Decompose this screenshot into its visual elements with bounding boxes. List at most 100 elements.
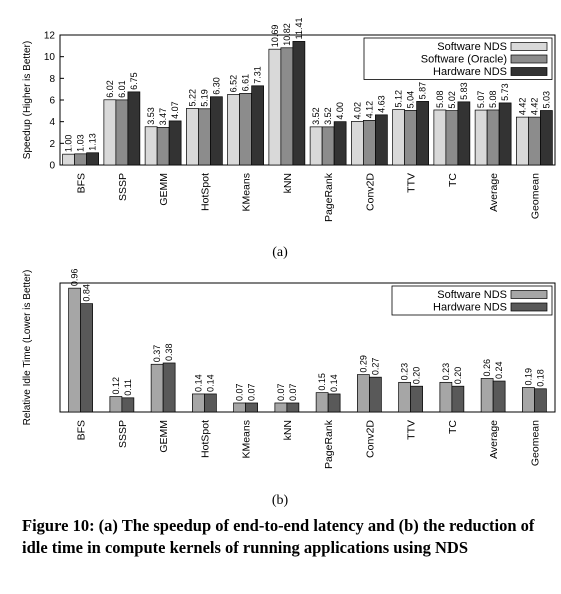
x-tick-label: TTV <box>406 173 418 193</box>
bar <box>74 153 87 166</box>
legend-swatch <box>510 67 548 76</box>
data-label: 0.23 <box>400 363 410 381</box>
data-label: 0.18 <box>535 369 545 387</box>
y-axis-label: Speedup (Higher is Better) <box>22 41 33 159</box>
data-label: 5.07 <box>476 91 486 109</box>
bar <box>433 109 447 166</box>
bar <box>351 121 364 166</box>
data-label: 4.12 <box>364 101 374 119</box>
bar <box>486 109 500 166</box>
x-tick-label: SSSP <box>117 420 129 448</box>
data-label: 5.83 <box>459 82 469 100</box>
data-label: 4.42 <box>517 98 527 116</box>
bar <box>451 385 465 413</box>
bar <box>363 120 376 166</box>
bar <box>309 126 323 166</box>
x-tick-label: SSSP <box>117 173 129 201</box>
x-tick-label: Conv2D <box>364 420 376 458</box>
data-label: 3.47 <box>158 108 168 126</box>
bar <box>239 93 252 166</box>
data-label: 0.12 <box>111 377 121 395</box>
bar <box>492 380 506 413</box>
bar <box>410 385 423 413</box>
data-label: 5.12 <box>394 90 404 108</box>
data-label: 0.07 <box>235 383 245 401</box>
data-label: 5.08 <box>435 90 445 108</box>
bar <box>156 127 170 166</box>
bar <box>280 47 294 166</box>
bar <box>233 402 246 413</box>
data-label: 0.07 <box>247 383 257 401</box>
bar <box>333 121 347 166</box>
x-tick-label: TC <box>447 420 459 434</box>
data-label: 1.03 <box>76 134 86 152</box>
x-tick-label: TC <box>447 173 459 187</box>
data-label: 4.63 <box>376 95 386 113</box>
data-label: 10.82 <box>282 23 292 46</box>
legend-swatch <box>510 290 548 299</box>
x-tick-label: PageRank <box>323 172 335 222</box>
x-tick-label: kNN <box>282 420 294 440</box>
data-label: 0.07 <box>276 383 286 401</box>
bar <box>86 152 99 166</box>
bar <box>516 116 529 166</box>
bar <box>369 376 382 413</box>
bar <box>62 153 75 166</box>
bar <box>168 120 182 166</box>
bar <box>115 99 129 166</box>
bar <box>398 381 411 413</box>
bar <box>392 109 405 166</box>
data-label: 0.07 <box>288 383 298 401</box>
x-tick-label: HotSpot <box>199 173 211 211</box>
legend-swatch <box>510 54 548 64</box>
data-label: 3.52 <box>323 107 333 125</box>
x-tick-label: Average <box>488 420 500 459</box>
data-label: 0.96 <box>70 269 80 287</box>
bar <box>528 116 541 166</box>
data-label: 1.00 <box>64 135 74 153</box>
x-tick-label: kNN <box>282 173 294 193</box>
x-tick-label: HotSpot <box>199 420 211 458</box>
figure-caption: Figure 10: (a) The speedup of end-to-end… <box>22 516 535 557</box>
bar <box>474 109 488 166</box>
bar <box>498 102 512 166</box>
legend-swatch <box>510 42 548 51</box>
bar <box>274 402 288 413</box>
y-tick-label: 6 <box>49 96 55 107</box>
data-label: 0.19 <box>523 368 533 386</box>
legend-label: Software (Oracle) <box>421 54 507 66</box>
bar <box>480 378 494 413</box>
bar <box>68 287 81 413</box>
bar <box>150 363 164 413</box>
bar <box>327 393 341 413</box>
data-label: 5.02 <box>447 91 457 109</box>
data-label: 6.30 <box>211 77 221 95</box>
y-tick-label: 12 <box>44 31 56 42</box>
bar <box>245 402 258 413</box>
x-tick-label: BFS <box>76 420 88 440</box>
data-label: 7.31 <box>253 66 263 84</box>
data-label: 5.19 <box>199 89 209 107</box>
bar <box>227 94 240 166</box>
bar <box>292 41 306 166</box>
data-label: 0.27 <box>370 358 380 376</box>
x-tick-label: Geomean <box>529 420 541 466</box>
bar <box>416 101 429 166</box>
bar <box>404 110 417 166</box>
y-tick-label: 4 <box>49 117 55 128</box>
bar <box>321 126 335 166</box>
data-label: 4.02 <box>352 102 362 120</box>
bar <box>375 114 388 166</box>
bar <box>204 393 217 413</box>
x-tick-label: KMeans <box>241 173 253 212</box>
data-label: 6.61 <box>241 74 251 92</box>
bar <box>121 397 135 413</box>
data-label: 0.11 <box>123 379 133 396</box>
y-tick-label: 0 <box>49 161 55 172</box>
data-label: 4.07 <box>170 101 180 119</box>
bar <box>445 110 459 166</box>
data-label: 4.00 <box>335 102 345 120</box>
data-label: 10.69 <box>270 25 280 48</box>
